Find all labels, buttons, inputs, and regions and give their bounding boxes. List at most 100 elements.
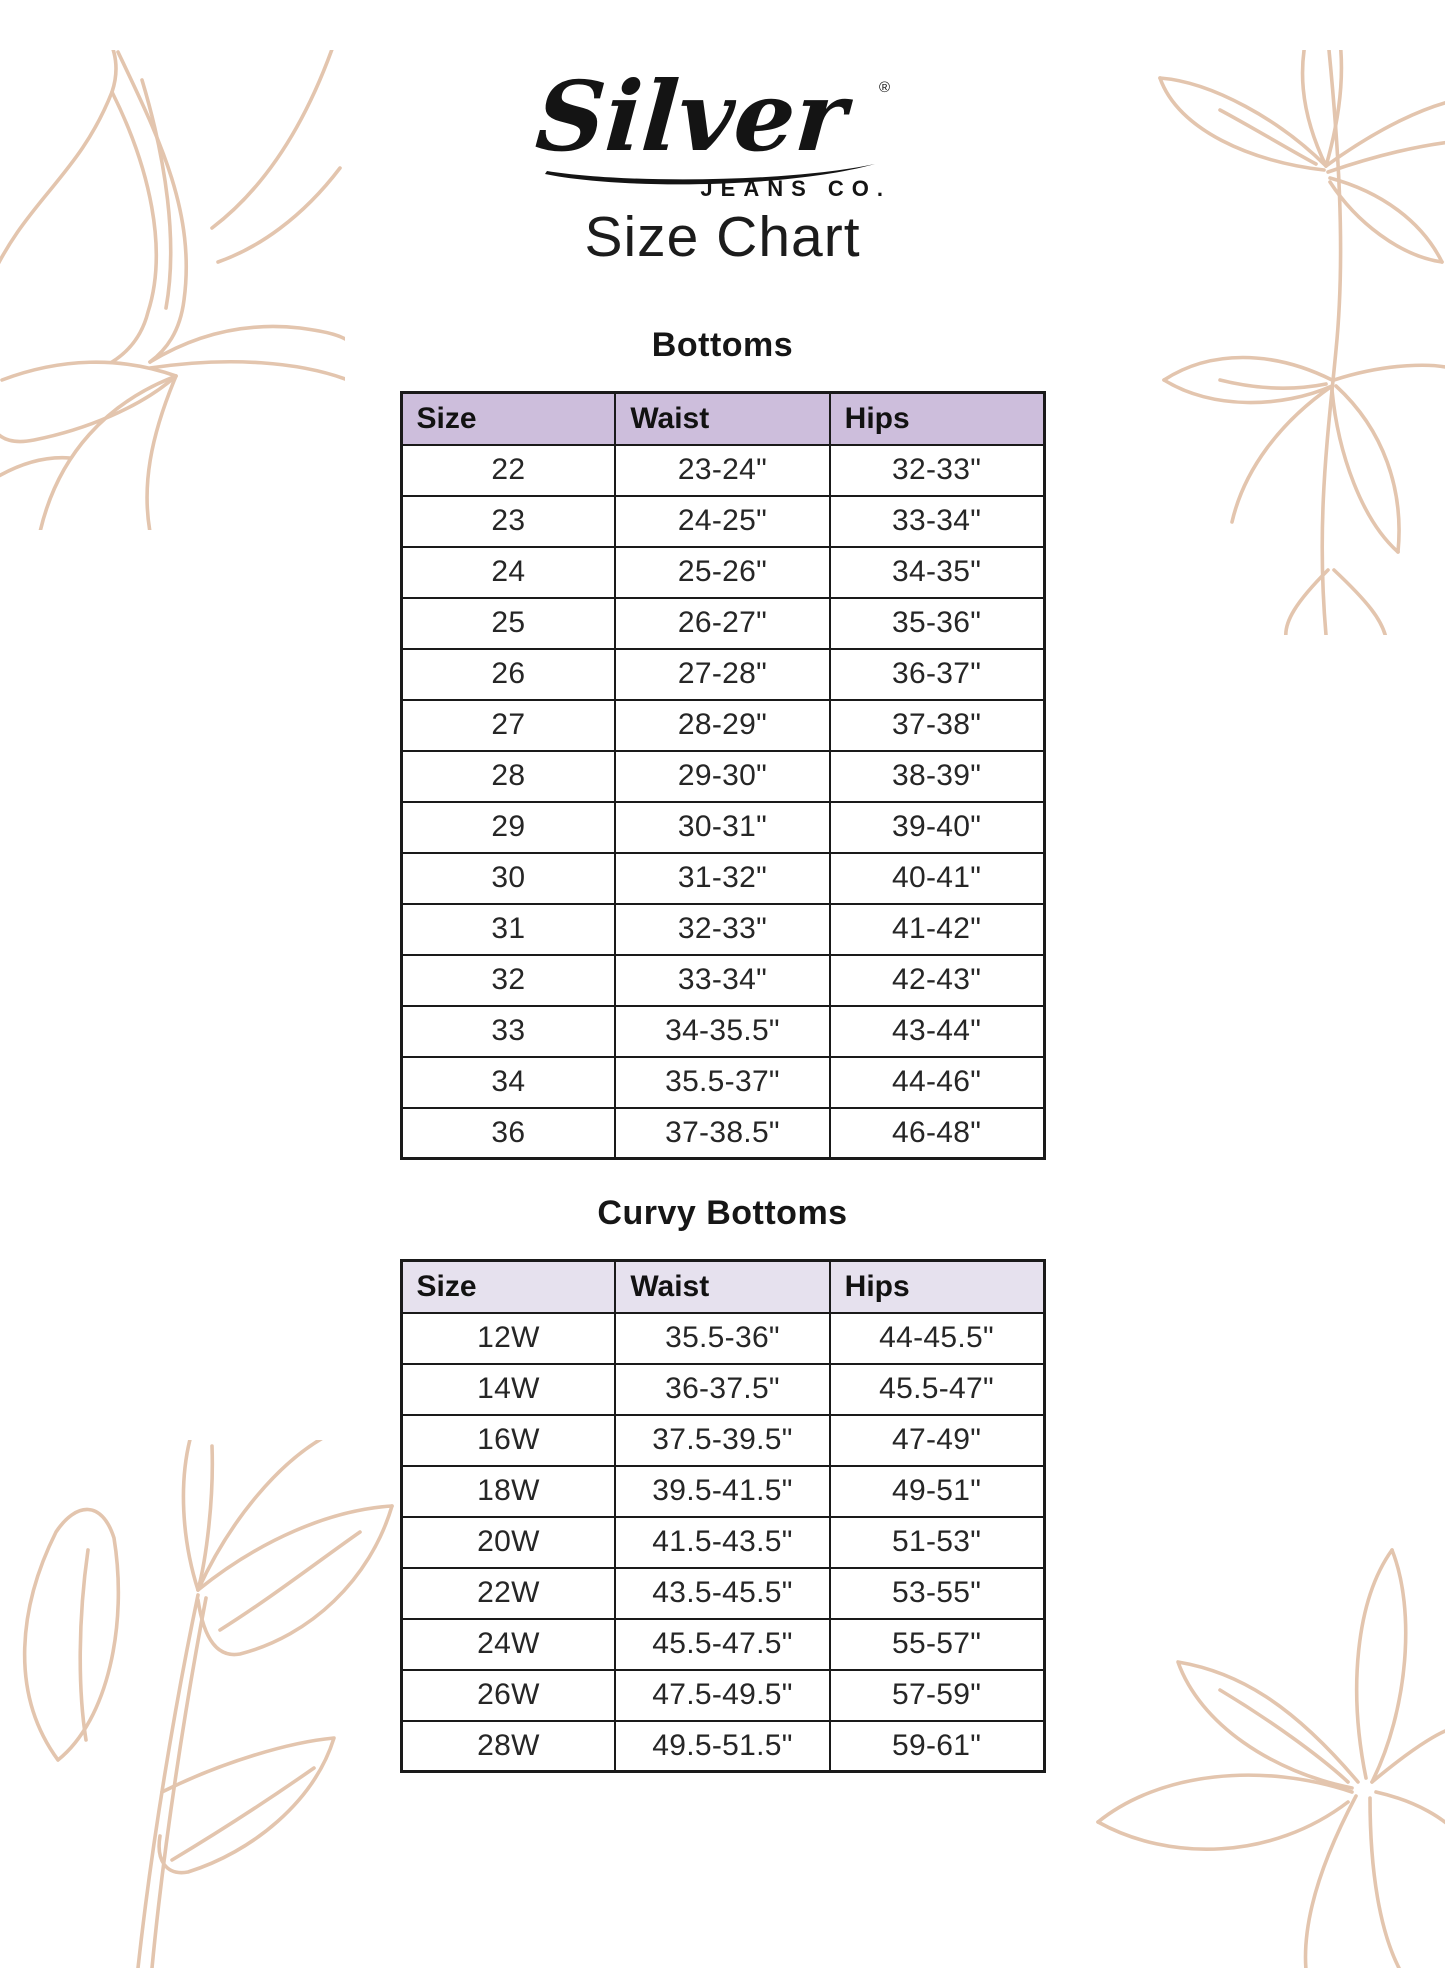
table-cell: 42-43" <box>828 953 1046 1007</box>
table-cell: 45.5-47.5" <box>614 1617 831 1671</box>
table-cell: 39.5-41.5" <box>614 1464 831 1518</box>
table-row: 26 27-28" 36-37" <box>399 647 1046 701</box>
table-header-row: Size Waist Hips <box>399 1259 1046 1314</box>
table-cell: 23 <box>399 494 617 548</box>
table-row: 12W 35.5-36" 44-45.5" <box>399 1311 1046 1365</box>
column-header-waist: Waist <box>614 1259 831 1314</box>
table-cell: 26 <box>399 647 617 701</box>
table-cell: 38-39" <box>828 749 1046 803</box>
table-row: 24W 45.5-47.5" 55-57" <box>399 1617 1046 1671</box>
table-cell: 34 <box>399 1055 617 1109</box>
table-cell: 36-37.5" <box>614 1362 831 1416</box>
table-row: 20W 41.5-43.5" 51-53" <box>399 1515 1046 1569</box>
column-header-size: Size <box>399 1259 617 1314</box>
table-cell: 49-51" <box>828 1464 1046 1518</box>
table-cell: 35-36" <box>828 596 1046 650</box>
table-row: 29 30-31" 39-40" <box>399 800 1046 854</box>
table-row: 34 35.5-37" 44-46" <box>399 1055 1046 1109</box>
floral-bottom-left-decoration <box>0 1440 410 1968</box>
table-cell: 32-33" <box>828 443 1046 497</box>
table-cell: 28 <box>399 749 617 803</box>
floral-top-right-decoration <box>1100 50 1445 635</box>
table-cell: 27 <box>399 698 617 752</box>
table-cell: 41.5-43.5" <box>614 1515 831 1569</box>
table-cell: 22 <box>399 443 617 497</box>
table-cell: 43.5-45.5" <box>614 1566 831 1620</box>
table-cell: 26-27" <box>614 596 831 650</box>
table-cell: 28-29" <box>614 698 831 752</box>
table-cell: 37-38" <box>828 698 1046 752</box>
table-cell: 36-37" <box>828 647 1046 701</box>
table-cell: 40-41" <box>828 851 1046 905</box>
table-row: 28W 49.5-51.5" 59-61" <box>399 1719 1046 1773</box>
column-header-hips: Hips <box>828 1259 1046 1314</box>
table-row: 33 34-35.5" 43-44" <box>399 1004 1046 1058</box>
table-header-row: Size Waist Hips <box>399 391 1046 446</box>
table-cell: 27-28" <box>614 647 831 701</box>
page-title: Size Chart <box>584 205 861 269</box>
column-header-waist: Waist <box>614 391 831 446</box>
table-row: 23 24-25" 33-34" <box>399 494 1046 548</box>
bottoms-table: Size Waist Hips 22 23-24" 32-33" 23 24-25" 33… <box>399 391 1046 1160</box>
floral-top-left-decoration <box>0 50 345 530</box>
brand-logo: Silver ® JEANS CO. <box>523 50 923 200</box>
table-cell: 57-59" <box>828 1668 1046 1722</box>
table-row: 28 29-30" 38-39" <box>399 749 1046 803</box>
table-cell: 29-30" <box>614 749 831 803</box>
table-cell: 24-25" <box>614 494 831 548</box>
table-cell: 51-53" <box>828 1515 1046 1569</box>
table-cell: 12W <box>399 1311 617 1365</box>
table-cell: 26W <box>399 1668 617 1722</box>
table-row: 36 37-38.5" 46-48" <box>399 1106 1046 1160</box>
section-heading-curvy-bottoms: Curvy Bottoms <box>597 1194 848 1232</box>
table-row: 32 33-34" 42-43" <box>399 953 1046 1007</box>
table-cell: 23-24" <box>614 443 831 497</box>
table-row: 25 26-27" 35-36" <box>399 596 1046 650</box>
table-cell: 45.5-47" <box>828 1362 1046 1416</box>
table-cell: 47-49" <box>828 1413 1046 1467</box>
table-cell: 25 <box>399 596 617 650</box>
table-cell: 43-44" <box>828 1004 1046 1058</box>
table-cell: 53-55" <box>828 1566 1046 1620</box>
table-row: 16W 37.5-39.5" 47-49" <box>399 1413 1046 1467</box>
table-cell: 33 <box>399 1004 617 1058</box>
logo-swoosh <box>544 164 875 185</box>
table-cell: 41-42" <box>828 902 1046 956</box>
table-cell: 25-26" <box>614 545 831 599</box>
table-cell: 30 <box>399 851 617 905</box>
table-cell: 30-31" <box>614 800 831 854</box>
table-cell: 34-35" <box>828 545 1046 599</box>
table-row: 22 23-24" 32-33" <box>399 443 1046 497</box>
table-cell: 37.5-39.5" <box>614 1413 831 1467</box>
table-row: 14W 36-37.5" 45.5-47" <box>399 1362 1046 1416</box>
table-cell: 32 <box>399 953 617 1007</box>
table-cell: 18W <box>399 1464 617 1518</box>
table-cell: 16W <box>399 1413 617 1467</box>
table-row: 26W 47.5-49.5" 57-59" <box>399 1668 1046 1722</box>
table-cell: 24 <box>399 545 617 599</box>
table-row: 31 32-33" 41-42" <box>399 902 1046 956</box>
size-chart-page: Silver ® JEANS CO. Size Chart Bottoms Si… <box>0 50 1445 1773</box>
table-row: 24 25-26" 34-35" <box>399 545 1046 599</box>
table-cell: 35.5-37" <box>614 1055 831 1109</box>
table-cell: 44-46" <box>828 1055 1046 1109</box>
table-cell: 34-35.5" <box>614 1004 831 1058</box>
table-cell: 44-45.5" <box>828 1311 1046 1365</box>
column-header-size: Size <box>399 391 617 446</box>
table-cell: 35.5-36" <box>614 1311 831 1365</box>
table-cell: 29 <box>399 800 617 854</box>
table-cell: 37-38.5" <box>614 1106 831 1160</box>
table-cell: 47.5-49.5" <box>614 1668 831 1722</box>
table-cell: 33-34" <box>828 494 1046 548</box>
section-heading-bottoms: Bottoms <box>651 326 794 364</box>
table-row: 18W 39.5-41.5" 49-51" <box>399 1464 1046 1518</box>
table-cell: 28W <box>399 1719 617 1773</box>
table-cell: 46-48" <box>828 1106 1046 1160</box>
table-cell: 20W <box>399 1515 617 1569</box>
brand-logo-wordmark: Silver <box>532 60 856 173</box>
table-cell: 55-57" <box>828 1617 1046 1671</box>
table-cell: 36 <box>399 1106 617 1160</box>
table-cell: 32-33" <box>614 902 831 956</box>
curvy-bottoms-table: Size Waist Hips 12W 35.5-36" 44-45.5" 14W 36… <box>399 1259 1046 1773</box>
table-cell: 31 <box>399 902 617 956</box>
